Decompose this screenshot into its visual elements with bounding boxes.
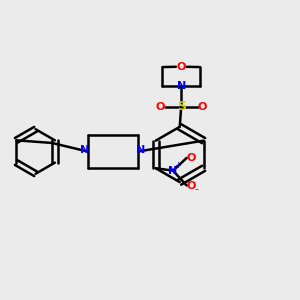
Text: O: O: [156, 102, 165, 112]
Text: O: O: [176, 62, 186, 72]
Text: O: O: [197, 102, 207, 112]
Text: N: N: [136, 145, 146, 155]
Text: -: -: [194, 184, 198, 194]
Text: N: N: [168, 166, 178, 176]
Text: N: N: [80, 145, 89, 155]
Text: O: O: [187, 153, 196, 163]
Text: +: +: [174, 161, 181, 170]
Text: S: S: [177, 100, 186, 113]
Text: N: N: [177, 81, 186, 92]
Text: O: O: [187, 181, 196, 190]
